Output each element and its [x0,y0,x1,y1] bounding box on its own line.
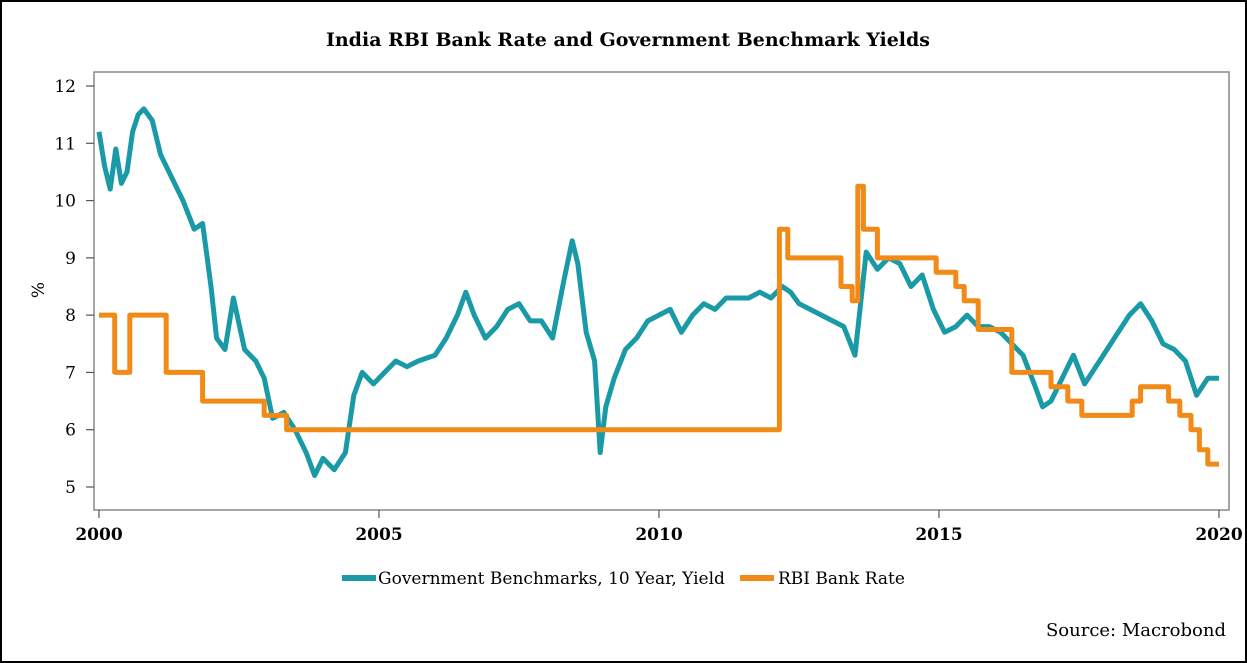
y-tick-label: 8 [65,306,76,326]
x-tick-label: 2015 [915,525,962,545]
y-tick-label: 6 [65,421,76,441]
x-tick-label: 2005 [355,525,402,545]
y-axis: 5 6 7 8 9 10 11 12 [54,77,94,498]
y-tick-label: 7 [65,363,76,383]
legend-swatch-yield [342,575,376,581]
series-group [96,106,1219,478]
source-note: Source: Macrobond [1046,620,1226,641]
y-tick-label: 11 [54,134,76,154]
y-tick-label: 10 [54,192,76,212]
y-tick-label: 5 [65,478,76,498]
y-tick-label: 9 [65,249,76,269]
x-tick-label: 2010 [635,525,682,545]
series-line-yield [96,106,1219,478]
legend-label-bank-rate: RBI Bank Rate [778,569,905,589]
x-axis: 2000 2005 2010 2015 2020 [75,510,1243,545]
legend-swatch-bank-rate [740,575,774,581]
legend: Government Benchmarks, 10 Year, Yield RB… [342,569,905,589]
x-tick-label: 2000 [75,525,122,545]
y-axis-label: % [29,282,49,298]
plot-area [93,71,1230,511]
chart-title: India RBI Bank Rate and Government Bench… [326,29,930,51]
x-tick-label: 2020 [1195,525,1242,545]
legend-label-yield: Government Benchmarks, 10 Year, Yield [378,569,725,589]
y-tick-label: 12 [54,77,76,97]
series-line-bank-rate [99,183,1219,467]
